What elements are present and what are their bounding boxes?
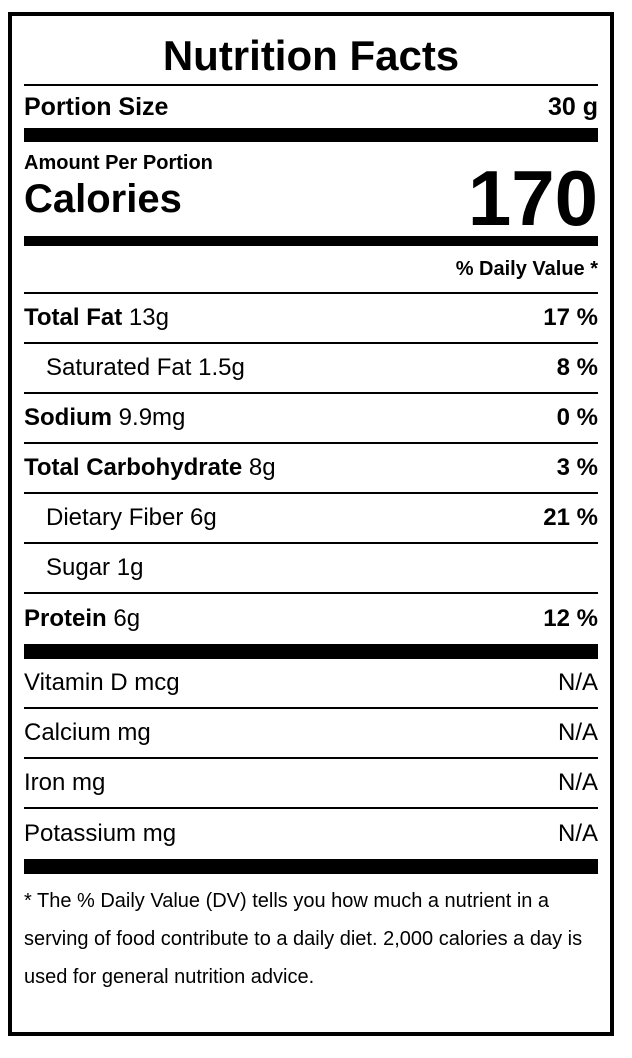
nutrient-row-dietary-fiber: Dietary Fiber 6g 21 % [24, 494, 598, 544]
nutrient-name: Dietary Fiber [46, 504, 184, 531]
calories-label: Calories [24, 177, 182, 221]
nutrient-name: Protein [24, 605, 107, 632]
calories-value: 170 [467, 154, 598, 242]
nutrition-facts-label: Nutrition Facts Portion Size 30 g Amount… [8, 12, 614, 1036]
nutrient-amount: 8g [248, 454, 276, 481]
nutrient-dv: 0 % [556, 404, 598, 431]
nutrient-amount: 6g [190, 504, 217, 531]
thick-separator-bar [24, 128, 598, 142]
nutrient-dv: 3 % [556, 454, 598, 481]
micronutrient-row-potassium: Potassium mg N/A [24, 809, 598, 859]
nutrient-name: Sodium [24, 404, 112, 431]
micronutrient-value: N/A [557, 769, 598, 796]
nutrient-name: Total Carbohydrate [24, 454, 243, 481]
nutrient-row-saturated-fat: Saturated Fat 1.5g 8 % [24, 344, 598, 394]
thick-separator-bar [24, 859, 598, 874]
nutrient-row-protein: Protein 6g 12 % [24, 594, 598, 644]
title-divider [24, 84, 598, 86]
calories-section: Amount Per Portion Calories 170 [24, 142, 598, 242]
micronutrient-name: Vitamin D mcg [24, 669, 180, 696]
nutrient-dv: 21 % [543, 504, 598, 531]
micronutrient-name: Potassium mg [24, 820, 177, 847]
nutrient-row-total-carbohydrate: Total Carbohydrate 8g 3 % [24, 444, 598, 494]
daily-value-footnote: * The % Daily Value (DV) tells you how m… [24, 890, 583, 988]
nutrient-dv: 8 % [556, 354, 598, 381]
portion-size-value: 30 g [547, 92, 598, 121]
micronutrient-value: N/A [557, 820, 598, 847]
nutrient-name: Total Fat [24, 304, 123, 331]
micronutrient-name: Iron mg [24, 769, 106, 796]
nutrient-dv: 17 % [543, 304, 598, 331]
micronutrient-row-calcium: Calcium mg N/A [24, 709, 598, 759]
nutrient-row-sodium: Sodium 9.9mg 0 % [24, 394, 598, 444]
nutrient-amount: 6g [113, 605, 141, 632]
amount-per-portion-label: Amount Per Portion [24, 152, 213, 174]
nutrient-amount: 1.5g [198, 354, 245, 381]
nutrient-name: Sugar [46, 554, 111, 581]
daily-value-header: % Daily Value * [455, 257, 598, 280]
micronutrient-value: N/A [557, 719, 598, 746]
micronutrient-row-iron: Iron mg N/A [24, 759, 598, 809]
portion-size-label: Portion Size [24, 92, 169, 121]
nutrient-amount: 9.9mg [118, 404, 186, 431]
nutrient-amount: 1g [116, 554, 144, 581]
micronutrient-row-vitamin-d: Vitamin D mcg N/A [24, 659, 598, 709]
micronutrient-name: Calcium mg [24, 719, 151, 746]
nutrient-amount: 13g [128, 304, 169, 331]
portion-size-row: Portion Size 30 g [24, 86, 598, 128]
nutrient-name: Saturated Fat [46, 354, 192, 381]
nutrient-row-sugar: Sugar 1g [24, 544, 598, 594]
label-title: Nutrition Facts [162, 32, 460, 79]
nutrient-row-total-fat: Total Fat 13g 17 % [24, 294, 598, 344]
row-divider [24, 292, 598, 294]
micronutrient-value: N/A [557, 669, 598, 696]
thick-separator-bar [24, 644, 598, 659]
medium-separator-bar [24, 236, 598, 246]
nutrient-dv: 12 % [543, 605, 598, 632]
